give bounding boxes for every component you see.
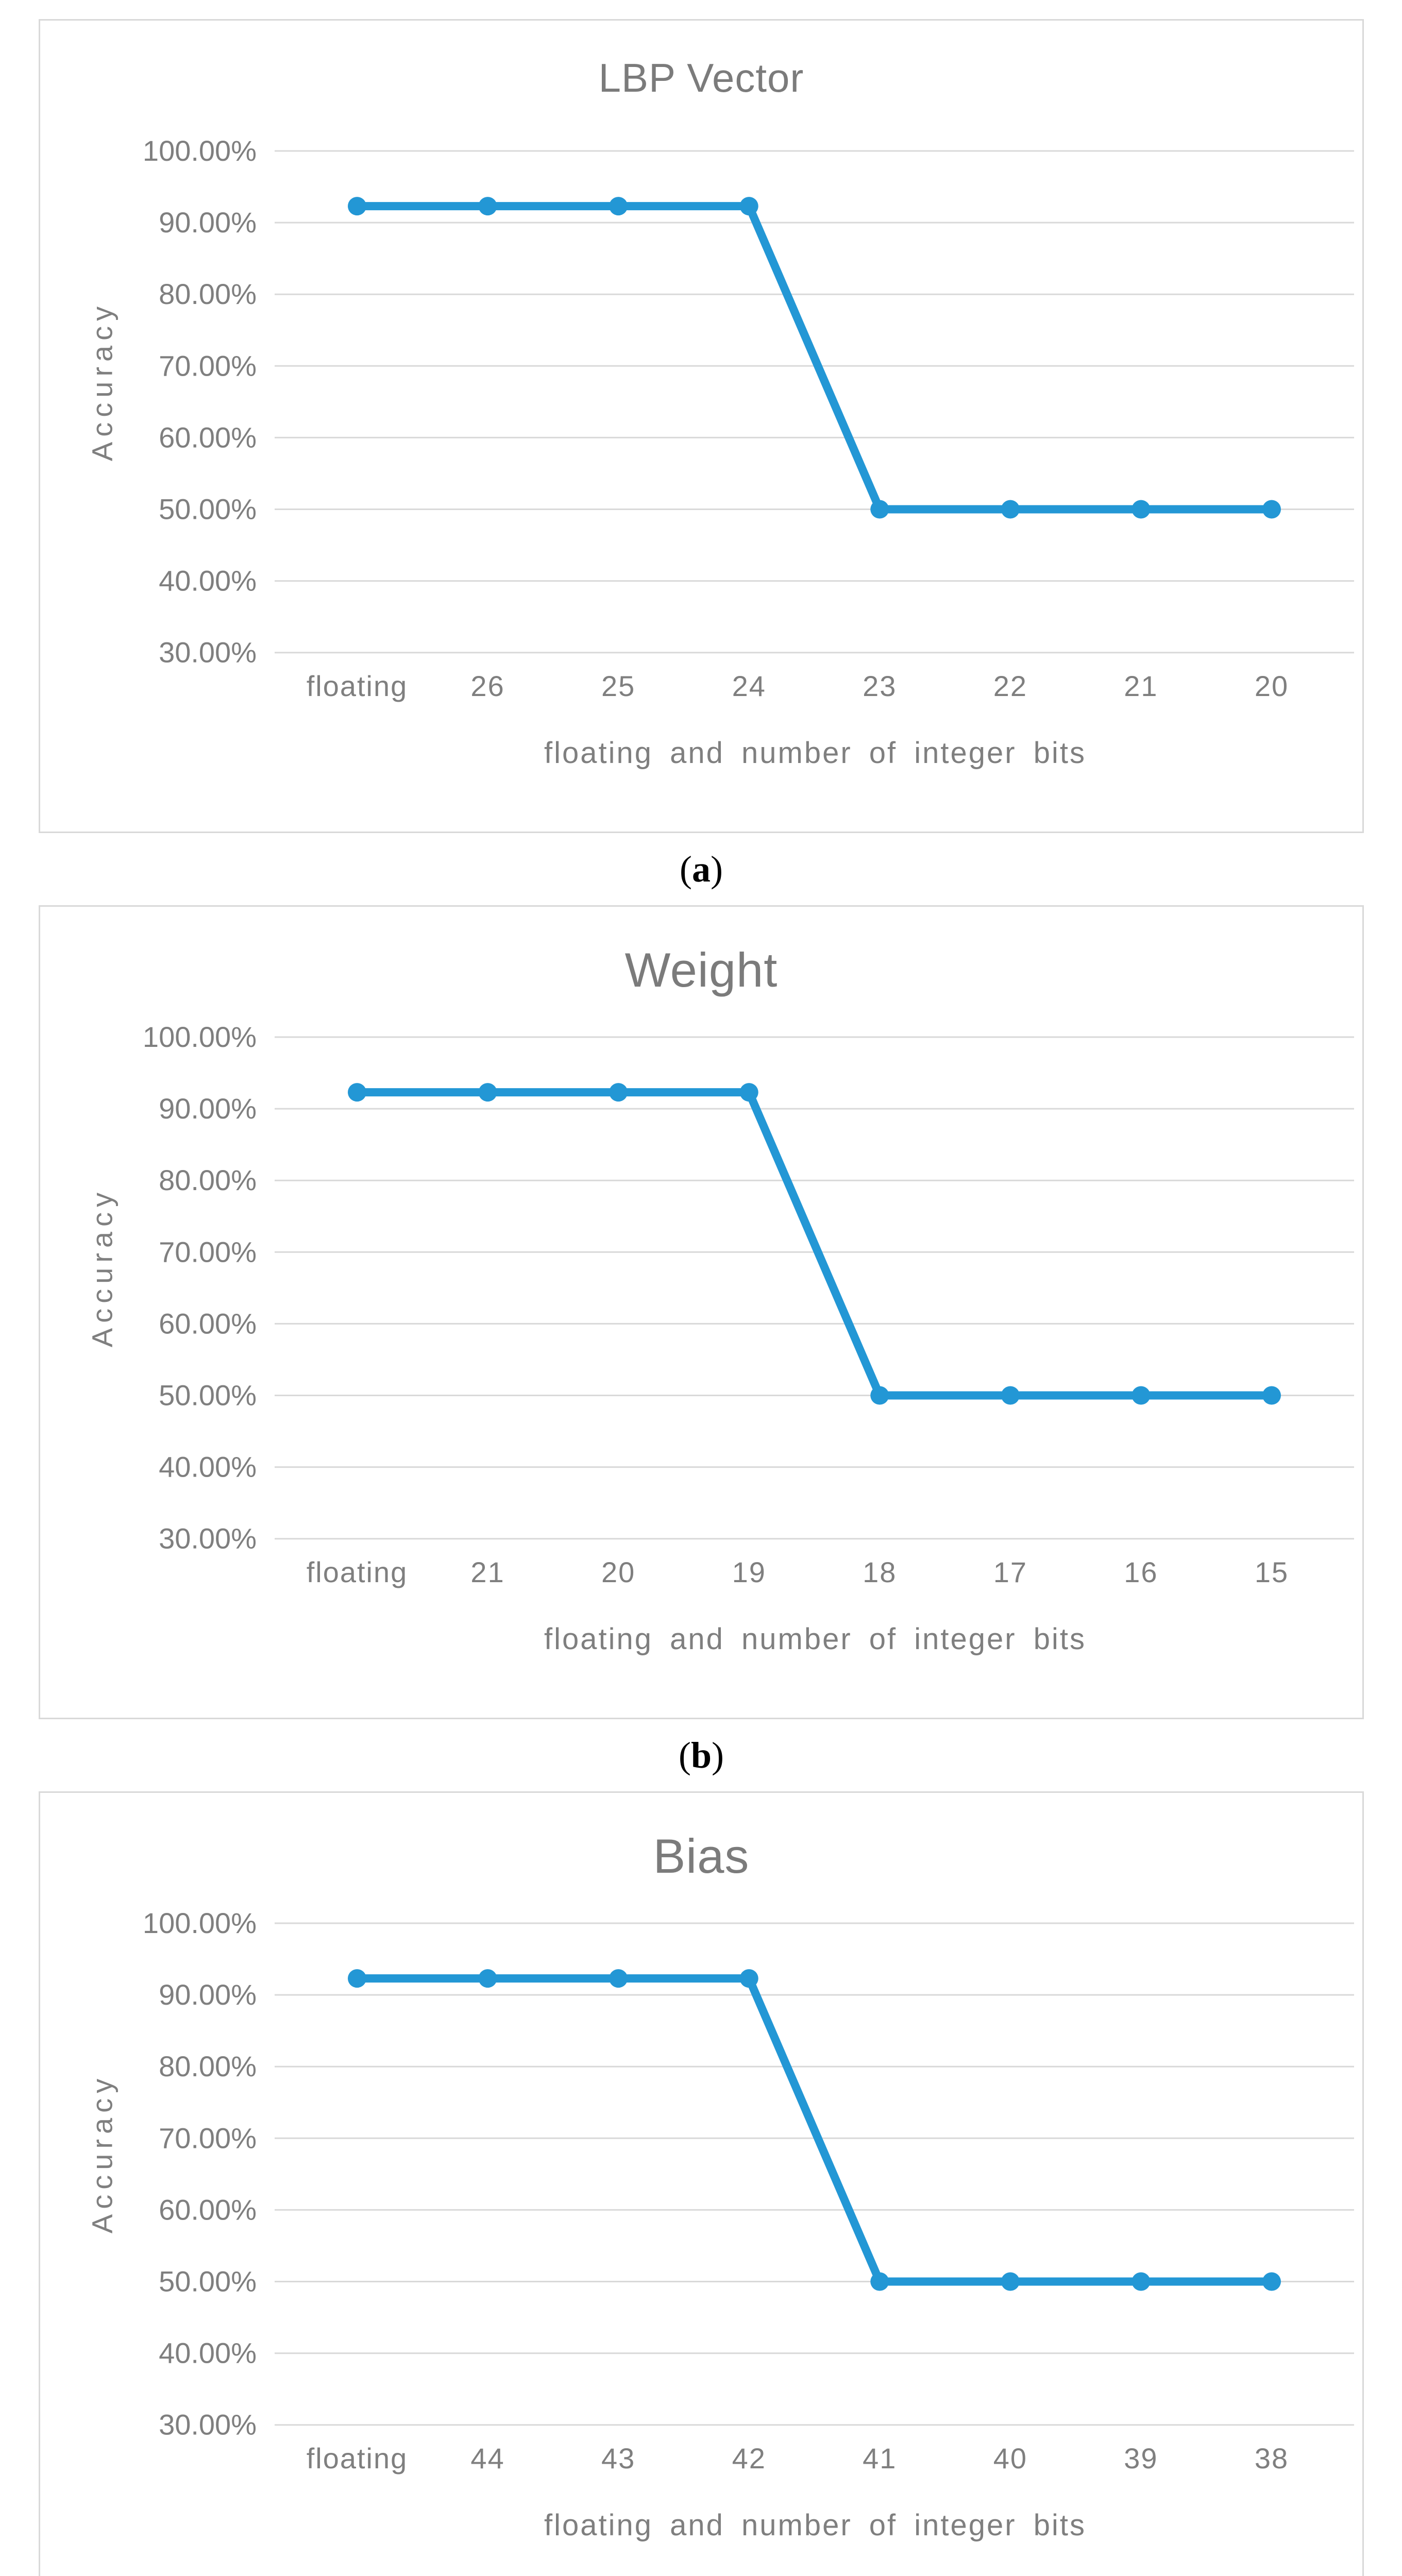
data-point: [739, 1969, 758, 1988]
x-axis-title: floating and number of integer bits: [544, 2509, 1086, 2542]
y-tick-label: 70.00%: [159, 349, 257, 382]
x-tick-label: 21: [470, 1556, 504, 1588]
figure-caption-a: (a): [39, 833, 1364, 905]
y-tick-label: 30.00%: [159, 1522, 257, 1555]
x-tick-label: floating: [307, 2442, 408, 2475]
data-line: [353, 202, 1276, 514]
x-tick-label: 39: [1124, 2442, 1158, 2475]
data-point: [609, 1083, 628, 1102]
data-line: [353, 1088, 1276, 1400]
x-tick-label: 26: [470, 670, 504, 702]
data-point: [478, 1083, 497, 1102]
figure-b: Weight Accuracy 100.00% 90.00% 80.00% 70.00…: [0, 905, 1402, 1791]
data-point: [1001, 1386, 1020, 1405]
x-tick-label: 20: [601, 1556, 635, 1588]
x-axis-title: floating and number of integer bits: [544, 1622, 1086, 1656]
data-point: [870, 2272, 889, 2291]
caption-letter: a: [692, 848, 711, 890]
y-tick-label: 80.00%: [159, 2050, 257, 2082]
x-axis-title: floating and number of integer bits: [544, 736, 1086, 770]
y-tick-label: 30.00%: [159, 636, 257, 669]
data-point: [1262, 2272, 1281, 2291]
chart-title: Bias: [653, 1829, 750, 1883]
y-tick-label: 40.00%: [159, 1451, 257, 1483]
chart-title: LBP Vector: [598, 55, 804, 100]
chart-panel-bias: Bias Accuracy 100.00% 90.00% 80.00% 70.00% 6…: [39, 1791, 1364, 2576]
x-tick-label: 43: [601, 2442, 635, 2475]
data-point: [1131, 2272, 1151, 2291]
caption-paren-open: (: [678, 1734, 691, 1776]
y-tick-label: 70.00%: [159, 2122, 257, 2154]
chart-title: Weight: [624, 943, 778, 997]
y-tick-label: 30.00%: [159, 2409, 257, 2441]
x-tick-label: 20: [1255, 670, 1289, 702]
data-point: [870, 500, 889, 519]
x-tick-label: 38: [1255, 2442, 1289, 2475]
data-point: [1001, 500, 1020, 519]
y-tick-label: 40.00%: [159, 2337, 257, 2369]
data-point: [478, 1969, 497, 1988]
caption-paren-close: ): [712, 1734, 724, 1776]
figure-a: LBP Vector Accuracy 100.00% 90.00% 80.00% 7…: [0, 19, 1402, 905]
x-tick-label: 25: [601, 670, 635, 702]
data-line: [353, 1974, 1276, 2286]
data-point: [348, 1083, 366, 1102]
x-tick-label: floating: [307, 1556, 408, 1588]
data-point: [1131, 1386, 1151, 1405]
x-tick-label: 19: [732, 1556, 766, 1588]
data-point: [1262, 1386, 1281, 1405]
x-tick-label: 44: [470, 2442, 504, 2475]
x-tick-label: 42: [732, 2442, 766, 2475]
x-tick-label: 18: [863, 1556, 897, 1588]
y-tick-label: 90.00%: [159, 206, 257, 239]
x-tick-label: 23: [863, 670, 897, 702]
y-tick-label: 60.00%: [159, 1307, 257, 1340]
data-point: [348, 197, 366, 216]
y-tick-label: 60.00%: [159, 2193, 257, 2226]
x-tick-label: floating: [307, 670, 408, 702]
y-tick-label: 40.00%: [159, 565, 257, 597]
chart-panel-weight: Weight Accuracy 100.00% 90.00% 80.00% 70.00…: [39, 905, 1364, 1719]
data-point: [609, 197, 628, 216]
y-tick-label: 60.00%: [159, 421, 257, 453]
x-tick-label: 40: [993, 2442, 1027, 2475]
x-tick-label: 17: [993, 1556, 1027, 1588]
data-point: [348, 1969, 366, 1988]
figure-caption-b: (b): [39, 1719, 1364, 1791]
y-tick-label: 50.00%: [159, 2265, 257, 2298]
data-point: [739, 197, 758, 216]
x-tick-label: 16: [1124, 1556, 1158, 1588]
data-point: [609, 1969, 628, 1988]
data-point: [739, 1083, 758, 1102]
x-tick-label: 21: [1124, 670, 1158, 702]
chart-plot: 100.00% 90.00% 80.00% 70.00% 60.00% 50.00% 40.…: [143, 134, 1354, 702]
x-tick-label: 41: [863, 2442, 897, 2475]
x-tick-label: 24: [732, 670, 766, 702]
data-point: [478, 197, 497, 216]
data-point: [1262, 500, 1281, 519]
y-tick-label: 50.00%: [159, 1379, 257, 1412]
y-tick-label: 100.00%: [143, 134, 257, 167]
chart-plot: 100.00% 90.00% 80.00% 70.00% 60.00% 50.00% 40.…: [143, 1021, 1354, 1588]
figure-c: Bias Accuracy 100.00% 90.00% 80.00% 70.00% 6…: [0, 1791, 1402, 2576]
data-point: [1131, 500, 1151, 519]
caption-paren-close: ): [711, 848, 723, 890]
data-point: [1001, 2272, 1020, 2291]
chart-panel-lbp-vector: LBP Vector Accuracy 100.00% 90.00% 80.00% 7…: [39, 19, 1364, 833]
y-tick-label: 100.00%: [143, 1021, 257, 1053]
y-tick-label: 50.00%: [159, 493, 257, 526]
y-tick-label: 80.00%: [159, 1164, 257, 1196]
x-tick-label: 22: [993, 670, 1027, 702]
chart-plot: 100.00% 90.00% 80.00% 70.00% 60.00% 50.00% 40.…: [143, 1907, 1354, 2475]
y-tick-label: 80.00%: [159, 278, 257, 310]
data-point: [870, 1386, 889, 1405]
caption-paren-open: (: [680, 848, 692, 890]
y-tick-label: 100.00%: [143, 1907, 257, 1939]
y-tick-label: 90.00%: [159, 1092, 257, 1125]
y-tick-label: 90.00%: [159, 1978, 257, 2011]
caption-letter: b: [690, 1734, 712, 1776]
y-tick-label: 70.00%: [159, 1235, 257, 1268]
x-tick-label: 15: [1255, 1556, 1289, 1588]
